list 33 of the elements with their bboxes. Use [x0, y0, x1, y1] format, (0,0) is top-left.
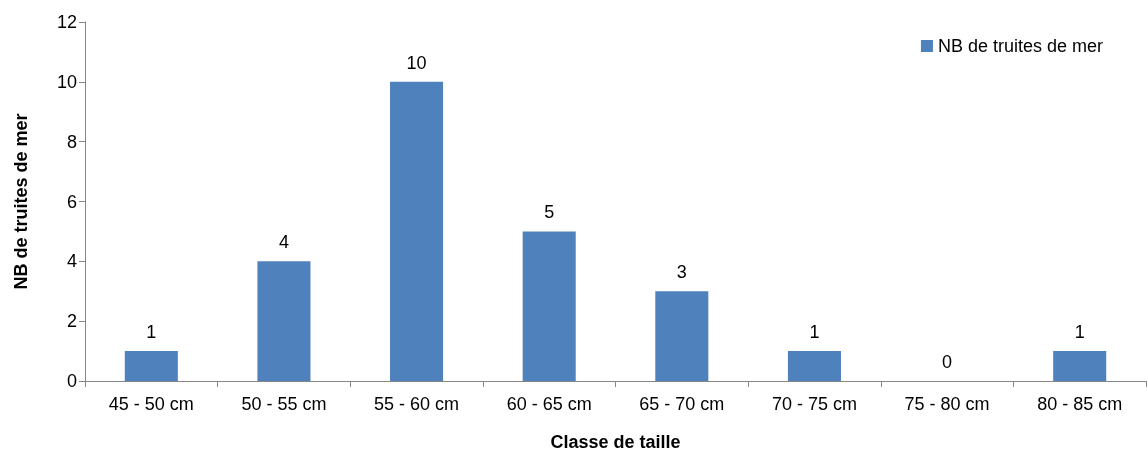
data-label: 3 — [676, 262, 687, 283]
bar — [1053, 351, 1107, 381]
x-tick-label: 65 - 70 cm — [639, 394, 725, 414]
y-tick-label: 0 — [66, 371, 77, 391]
x-axis-title: Classe de taille — [550, 432, 681, 452]
y-tick-label: 2 — [66, 311, 77, 332]
y-tick-label: 6 — [66, 191, 77, 212]
data-label: 1 — [1074, 322, 1085, 343]
x-tick-label: 45 - 50 cm — [108, 394, 194, 414]
data-label: 10 — [406, 52, 427, 73]
data-label: 5 — [544, 202, 555, 223]
data-label: 4 — [278, 232, 289, 253]
data-label: 1 — [809, 322, 820, 343]
y-tick-label: 10 — [56, 71, 77, 92]
x-tick-label: 50 - 55 cm — [241, 394, 327, 414]
bar — [390, 81, 444, 381]
bar — [257, 261, 311, 381]
bar — [522, 231, 576, 381]
y-tick-label: 12 — [56, 12, 77, 32]
y-axis-title: NB de truites de mer — [11, 113, 31, 290]
x-tick-label: 80 - 85 cm — [1037, 394, 1123, 414]
bar — [787, 351, 841, 381]
bar — [124, 351, 178, 381]
y-tick-label: 8 — [66, 131, 77, 152]
bar — [655, 291, 709, 381]
x-tick-label: 70 - 75 cm — [771, 394, 857, 414]
x-tick-label: 75 - 80 cm — [904, 394, 990, 414]
data-label: 0 — [942, 352, 953, 372]
y-tick-label: 4 — [66, 251, 77, 272]
data-label: 1 — [146, 322, 157, 343]
x-tick-label: 60 - 65 cm — [506, 394, 592, 414]
x-tick-label: 55 - 60 cm — [374, 394, 460, 414]
legend-label: NB de truites de mer — [937, 36, 1104, 56]
